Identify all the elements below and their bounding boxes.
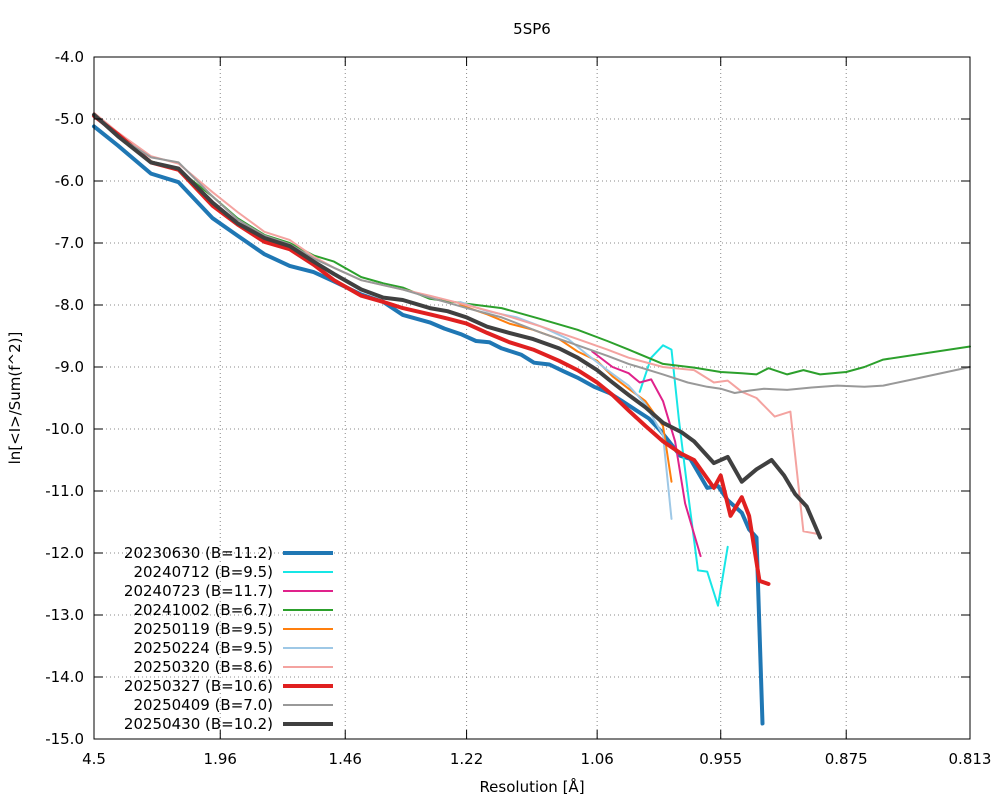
series-line — [93, 113, 971, 376]
legend-label: 20241002 (B=6.7) — [133, 601, 273, 619]
tick-labels: -4.0 -5.0 -6.0 -7.0 -8.0 -9.0 -10.0 -11.0 -12.0 -… — [45, 48, 991, 768]
y-tick-label: -10.0 — [45, 420, 84, 438]
legend-label: 20250409 (B=7.0) — [133, 696, 273, 714]
y-tick-label: -13.0 — [45, 606, 84, 624]
x-tick-label: 1.96 — [204, 750, 237, 768]
series-line — [92, 124, 765, 726]
legend-label: 20250430 (B=10.2) — [124, 715, 273, 733]
axis-ticks — [93, 56, 971, 740]
legend-label: 20250224 (B=9.5) — [133, 639, 273, 657]
chart-title: 5SP6 — [513, 20, 551, 38]
y-axis-label: ln[<I>/Sum(f^2)] — [6, 332, 24, 465]
y-tick-label: -7.0 — [55, 234, 84, 252]
x-axis-label: Resolution [Å] — [479, 777, 584, 796]
legend-label: 20240712 (B=9.5) — [133, 563, 273, 581]
legend-label: 20250320 (B=8.6) — [133, 658, 273, 676]
y-tick-label: -6.0 — [55, 172, 84, 190]
legend-label: 20250119 (B=9.5) — [133, 620, 273, 638]
series-lines — [92, 111, 971, 726]
x-tick-label: 4.5 — [82, 750, 106, 768]
x-tick-label: 1.46 — [329, 750, 362, 768]
legend-label: 20250327 (B=10.6) — [124, 677, 273, 695]
series-line — [591, 350, 702, 558]
series-line — [459, 304, 673, 483]
series-line — [93, 113, 971, 394]
y-tick-label: -15.0 — [45, 730, 84, 748]
x-tick-label: 0.813 — [949, 750, 992, 768]
y-tick-label: -14.0 — [45, 668, 84, 686]
y-tick-label: -5.0 — [55, 110, 84, 128]
x-tick-label: 1.06 — [580, 750, 613, 768]
y-tick-label: -11.0 — [45, 482, 84, 500]
x-tick-label: 1.22 — [450, 750, 483, 768]
y-tick-label: -9.0 — [55, 358, 84, 376]
x-tick-label: 0.955 — [699, 750, 742, 768]
legend-label: 20240723 (B=11.7) — [124, 582, 273, 600]
series-line — [93, 111, 822, 536]
y-tick-label: -8.0 — [55, 296, 84, 314]
x-tick-label: 0.875 — [825, 750, 868, 768]
series-line — [92, 113, 771, 586]
plot-frame — [93, 56, 971, 740]
legend: 20230630 (B=11.2)20240712 (B=9.5)2024072… — [124, 544, 333, 733]
series-line — [92, 112, 823, 540]
y-tick-label: -4.0 — [55, 48, 84, 66]
legend-label: 20230630 (B=11.2) — [124, 544, 273, 562]
y-tick-label: -12.0 — [45, 544, 84, 562]
